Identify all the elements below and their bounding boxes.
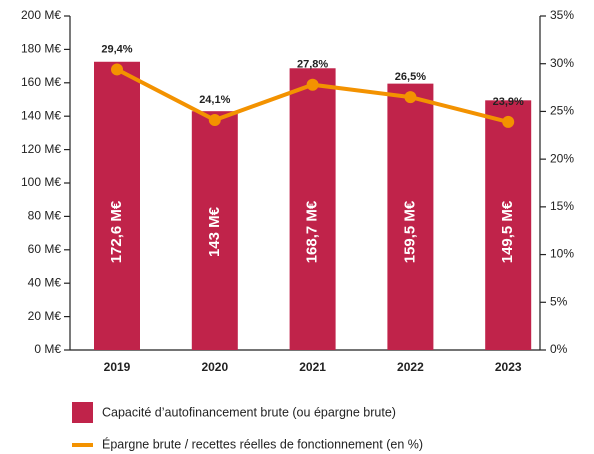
- bar-value-label: 149,5 M€: [499, 200, 516, 263]
- legend-label: Capacité d’autofinancement brute (ou épa…: [102, 405, 396, 419]
- x-tick-label: 2023: [495, 360, 522, 374]
- y-tick-label: 100 M€: [21, 175, 61, 189]
- y2-tick-label: 5%: [550, 294, 568, 308]
- bar: [289, 68, 336, 351]
- bar-value-label: 143 M€: [206, 206, 223, 257]
- line-value-label: 24,1%: [199, 94, 230, 106]
- x-tick-label: 2021: [299, 360, 326, 374]
- y-tick-label: 20 M€: [28, 309, 62, 323]
- line-point: [502, 115, 515, 128]
- bar: [191, 111, 238, 350]
- y2-tick-label: 10%: [550, 247, 574, 261]
- y-tick-label: 80 M€: [28, 209, 62, 223]
- x-tick-label: 2020: [201, 360, 228, 374]
- bar: [485, 100, 532, 351]
- legend-label: Épargne brute / recettes réelles de fonc…: [102, 436, 423, 451]
- y-tick-label: 0 M€: [34, 342, 61, 356]
- y2-tick-label: 20%: [550, 151, 574, 165]
- y-tick-label: 180 M€: [21, 42, 61, 56]
- bar-value-label: 172,6 M€: [108, 200, 125, 263]
- x-tick-label: 2019: [104, 360, 131, 374]
- y2-tick-label: 35%: [550, 8, 574, 22]
- y-tick-label: 200 M€: [21, 8, 61, 22]
- y2-tick-label: 15%: [550, 199, 574, 213]
- y-tick-label: 60 M€: [28, 242, 62, 256]
- y2-tick-label: 25%: [550, 104, 574, 118]
- bar-value-label: 159,5 M€: [401, 200, 418, 263]
- line-point: [404, 91, 417, 104]
- y-tick-label: 160 M€: [21, 75, 61, 89]
- y2-tick-label: 0%: [550, 342, 568, 356]
- bar: [94, 61, 140, 351]
- bar: [387, 83, 434, 350]
- line-point: [306, 78, 319, 91]
- line-value-label: 26,5%: [395, 71, 426, 83]
- y-tick-label: 140 M€: [21, 108, 61, 122]
- y-tick-label: 120 M€: [21, 142, 61, 156]
- y2-tick-label: 30%: [550, 56, 574, 70]
- line-point: [111, 63, 123, 76]
- line-value-label: 23,9%: [493, 96, 524, 108]
- bar-value-label: 168,7 M€: [304, 200, 321, 263]
- legend-swatch: [72, 402, 93, 423]
- x-tick-label: 2022: [397, 360, 424, 374]
- y-tick-label: 40 M€: [28, 275, 62, 289]
- line-value-label: 29,4%: [101, 43, 132, 55]
- line-point: [208, 114, 221, 127]
- line-value-label: 27,8%: [297, 59, 328, 71]
